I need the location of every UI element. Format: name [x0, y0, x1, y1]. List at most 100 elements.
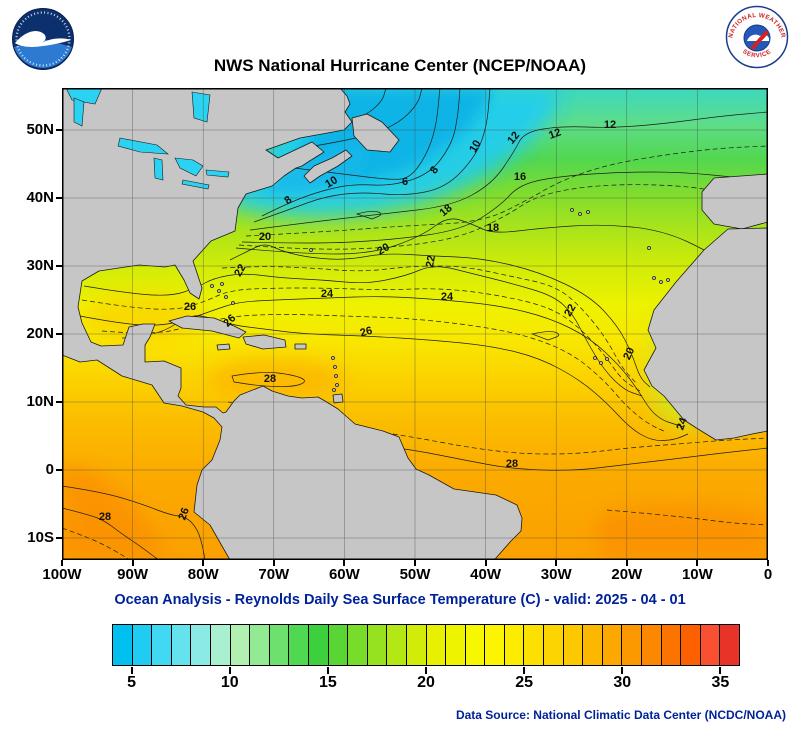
- lake-erie: [181, 179, 210, 190]
- map-border: [62, 88, 768, 560]
- colorbar-cell: [681, 625, 701, 665]
- contour-label: 12: [547, 126, 563, 141]
- lon-tickmark: [414, 560, 416, 566]
- lon-tick-label: 30W: [540, 566, 572, 583]
- lake-superior: [117, 137, 169, 155]
- colorbar-cell: [191, 625, 211, 665]
- lake-michigan: [153, 157, 164, 181]
- lon-tick-label: 40W: [470, 566, 502, 583]
- colorbar-cell: [642, 625, 662, 665]
- contour-label: 20: [375, 241, 392, 258]
- isotherm-line: [62, 527, 131, 560]
- lat-tickmark: [56, 537, 62, 539]
- small-islands: [210, 208, 670, 392]
- contour-label: 24: [441, 291, 454, 303]
- lat-tick-label: 20N: [26, 325, 54, 342]
- colorbar-cell: [367, 625, 388, 665]
- colorbar-cell: [406, 625, 427, 665]
- isotherm-line: [355, 210, 382, 220]
- colorbar-tick-label: 30: [613, 674, 632, 691]
- colorbar-cell: [700, 625, 721, 665]
- data-source: Data Source: National Climatic Data Cent…: [455, 708, 786, 722]
- isotherm-line: [231, 372, 305, 387]
- colorbar-cell: [250, 625, 270, 665]
- colorbar-cell: [289, 625, 309, 665]
- isotherm-line: [81, 287, 641, 392]
- colorbar-cell: [544, 625, 564, 665]
- colorbar-tick-label: 25: [515, 674, 534, 691]
- contour-label: 28: [264, 373, 276, 385]
- isotherm-line: [229, 244, 651, 388]
- lat-tickmark: [56, 129, 62, 131]
- lake-winnipeg: [73, 97, 85, 127]
- lakes-and-bays: [65, 88, 230, 190]
- colorbar-cell: [328, 625, 349, 665]
- isotherm-line: [62, 485, 206, 560]
- contour-label: 22: [424, 254, 438, 268]
- contour-label: 20: [621, 346, 637, 362]
- isotherm-line: [83, 266, 643, 397]
- contour-label: 26: [184, 301, 196, 313]
- lon-tickmark: [555, 560, 558, 566]
- colorbar-cell: [622, 625, 643, 665]
- colorbar-cell: [524, 625, 545, 665]
- lon-tick-label: 80W: [187, 566, 219, 583]
- colorbar-cell: [583, 625, 603, 665]
- noaa-seal-icon: [12, 8, 74, 70]
- lon-tick-label: 20W: [611, 566, 643, 583]
- lat-tickmark: [56, 265, 62, 267]
- colorbar-cell: [563, 625, 584, 665]
- colorbar-cell: [210, 625, 231, 665]
- isotherm-line: [253, 88, 491, 223]
- contour-label: 22: [232, 262, 249, 279]
- colorbar: [112, 624, 740, 666]
- lat-tickmark: [56, 401, 62, 403]
- isotherm-line: [241, 171, 768, 244]
- isotherm-line: [235, 218, 768, 291]
- contour-label: 12: [604, 119, 616, 131]
- colorbar-cell: [465, 625, 486, 665]
- contour-label: 26: [359, 325, 374, 340]
- contour-label: 10: [467, 138, 484, 155]
- lon-tickmark: [696, 560, 699, 566]
- lat-tick-label: 10N: [26, 393, 54, 410]
- nws-logo: NATIONAL WEATHER SERVICE: [725, 5, 789, 69]
- contour-label: 24: [674, 415, 690, 431]
- colorbar-cell: [230, 625, 251, 665]
- contour-label: 26: [176, 506, 191, 522]
- colorbar-cell: [269, 625, 290, 665]
- colorbar-tick-label: 5: [127, 674, 137, 691]
- contour-label: 28: [506, 458, 518, 470]
- contour-label: 6: [402, 176, 408, 188]
- lon-tick-label: 70W: [258, 566, 290, 583]
- lon-tick-label: 90W: [117, 566, 149, 583]
- trinidad-land: [332, 393, 344, 404]
- lat-tickmark: [56, 333, 62, 335]
- lon-tickmark: [625, 560, 628, 566]
- iberia-land: [701, 173, 768, 230]
- colorbar-cell: [485, 625, 505, 665]
- colorbar-cell: [661, 625, 682, 665]
- colorbar-tickmark: [621, 667, 624, 674]
- colorbar-cell: [446, 625, 466, 665]
- lon-tickmark: [343, 560, 346, 566]
- contour-label: 10: [323, 174, 340, 191]
- lat-tickmark: [56, 469, 62, 471]
- nws-seal-icon: NATIONAL WEATHER SERVICE: [725, 5, 789, 69]
- grid-lines: [62, 88, 768, 560]
- newfoundland-land: [351, 113, 400, 153]
- lat-tick-label: 0: [45, 461, 54, 478]
- isotherm-line: [62, 507, 160, 560]
- colorbar-tickmark: [523, 667, 526, 674]
- lat-tick-label: 50N: [26, 121, 54, 138]
- nws-logo-text-bottom: SERVICE: [741, 48, 772, 59]
- lon-tickmark: [272, 560, 275, 566]
- colorbar-cell: [132, 625, 153, 665]
- colorbar-cell: [720, 625, 739, 665]
- lon-tick-label: 10W: [681, 566, 713, 583]
- lon-tick-label: 0: [763, 566, 773, 583]
- isotherm-line: [79, 296, 685, 428]
